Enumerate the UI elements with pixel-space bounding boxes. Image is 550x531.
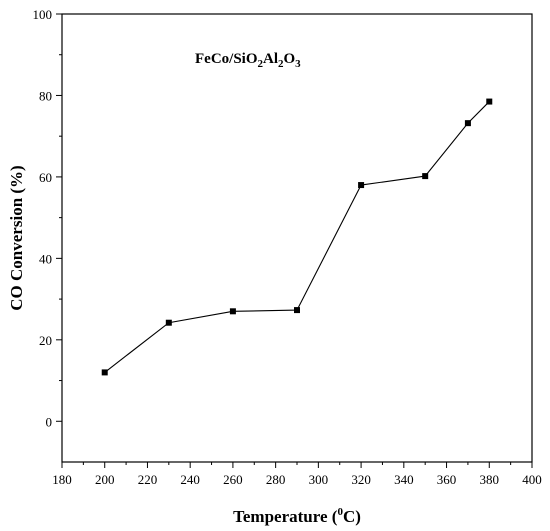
data-point-marker — [229, 308, 236, 315]
x-tick-label: 240 — [180, 472, 200, 487]
data-point-marker — [358, 182, 365, 189]
x-tick-label: 260 — [223, 472, 243, 487]
x-axis-title-unit: C) — [343, 507, 361, 526]
y-tick-label: 60 — [39, 170, 52, 185]
x-axis-title-text: Temperature ( — [233, 507, 338, 526]
x-tick-label: 400 — [522, 472, 542, 487]
data-point-marker — [422, 173, 429, 180]
x-tick-label: 180 — [52, 472, 72, 487]
plot-frame — [61, 13, 533, 463]
data-point-marker — [294, 307, 300, 314]
x-tick-label: 280 — [266, 472, 286, 487]
annotation-text: O — [284, 51, 296, 67]
y-tick-label: 100 — [33, 7, 53, 22]
x-tick-label: 200 — [95, 472, 115, 487]
y-tick-label: 80 — [39, 88, 52, 103]
x-tick-label: 220 — [138, 472, 158, 487]
y-tick-label: 0 — [46, 414, 53, 429]
y-tick-label: 40 — [39, 251, 52, 266]
annotation-text: FeCo/SiO — [195, 51, 258, 67]
x-tick-label: 380 — [480, 472, 500, 487]
data-point-marker — [165, 319, 172, 326]
data-point-marker — [464, 120, 471, 127]
annotation-text: Al — [263, 51, 278, 67]
x-tick-label: 320 — [351, 472, 371, 487]
data-point-marker — [101, 369, 108, 376]
x-axis-ticks: 180 200 220 240 260 280 300 320 340 360 380 400 — [52, 462, 542, 487]
x-axis-title: Temperature (0C) — [233, 506, 361, 526]
y-axis-title: CO Conversion (%) — [7, 165, 26, 310]
data-point-marker — [486, 98, 493, 105]
y-tick-label: 20 — [39, 333, 52, 348]
series-line — [104, 101, 490, 373]
x-tick-label: 360 — [437, 472, 457, 487]
series-layer — [101, 98, 493, 376]
sample-annotation: FeCo/SiO2Al2O3 — [195, 51, 301, 70]
x-axis-title-superscript: 0 — [337, 506, 343, 518]
annotation-subscript: 2 — [258, 58, 264, 70]
y-axis-ticks: 0 20 40 60 80 100 — [33, 7, 62, 429]
annotation-subscript: 3 — [295, 58, 301, 70]
x-tick-label: 300 — [309, 472, 329, 487]
annotation-subscript: 2 — [278, 58, 284, 70]
x-tick-label: 340 — [394, 472, 414, 487]
